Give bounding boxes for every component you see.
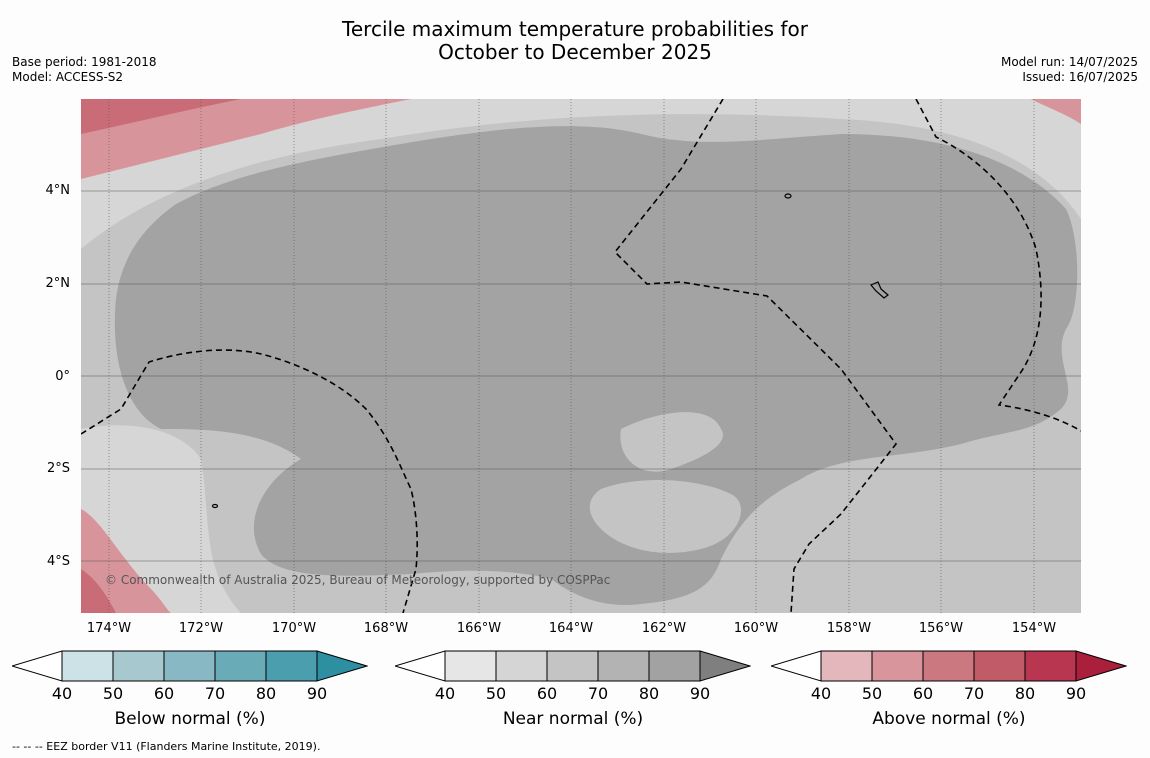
issued-date: Issued: 16/07/2025 <box>1022 70 1138 84</box>
tick: 60 <box>153 684 175 703</box>
tick: 90 <box>306 684 328 703</box>
probability-map <box>81 99 1081 613</box>
lat-label-2n: 2°N <box>45 276 71 291</box>
chart-title: Tercile maximum temperature probabilitie… <box>0 18 1150 64</box>
tick: 80 <box>638 684 660 703</box>
near-normal-60-70-region <box>114 126 1078 605</box>
lon-label-154w: 154°W <box>1011 621 1057 636</box>
tick: 40 <box>51 684 73 703</box>
tick: 50 <box>861 684 883 703</box>
legend-above-normal <box>769 650 1128 688</box>
lat-label-2s: 2°S <box>46 461 70 476</box>
colorbar-below-normal <box>10 650 369 682</box>
title-line-1: Tercile maximum temperature probabilitie… <box>342 17 808 41</box>
colorbar-near-normal <box>393 650 752 682</box>
lat-label-0: 0° <box>55 369 70 384</box>
legend-label-near: Near normal (%) <box>502 709 644 729</box>
lon-label-156w: 156°W <box>918 621 964 636</box>
lon-label-166w: 166°W <box>456 621 502 636</box>
lon-label-174w: 174°W <box>86 621 132 636</box>
legend-label-above: Above normal (%) <box>872 709 1026 729</box>
lon-label-162w: 162°W <box>641 621 687 636</box>
lon-label-158w: 158°W <box>826 621 872 636</box>
tick: 90 <box>1065 684 1087 703</box>
tick: 80 <box>255 684 277 703</box>
base-period: Base period: 1981-2018 <box>12 55 157 69</box>
above-normal-60-region <box>81 99 241 134</box>
lat-label-4s: 4°S <box>46 554 70 569</box>
copyright-notice: © Commonwealth of Australia 2025, Bureau… <box>105 573 611 587</box>
islands <box>211 193 889 509</box>
tick: 70 <box>204 684 226 703</box>
model-info: Base period: 1981-2018 Model: ACCESS-S2 <box>12 55 157 85</box>
tick: 40 <box>434 684 456 703</box>
lon-label-164w: 164°W <box>548 621 594 636</box>
legend-label-below: Below normal (%) <box>114 709 266 729</box>
run-info: Model run: 14/07/2025 Issued: 16/07/2025 <box>1001 55 1138 85</box>
tick: 80 <box>1014 684 1036 703</box>
model-run: Model run: 14/07/2025 <box>1000 55 1138 69</box>
tick: 70 <box>587 684 609 703</box>
lon-label-168w: 168°W <box>363 621 409 636</box>
near-normal-south-pocket <box>589 479 741 553</box>
above-normal-50-region <box>81 99 411 179</box>
graticule <box>81 99 1081 613</box>
tick: 60 <box>536 684 558 703</box>
tick: 70 <box>963 684 985 703</box>
title-line-2: October to December 2025 <box>438 40 712 64</box>
colorbar-above-normal <box>769 650 1128 682</box>
tick: 90 <box>689 684 711 703</box>
tick: 50 <box>102 684 124 703</box>
lon-label-172w: 172°W <box>178 621 224 636</box>
lat-label-4n: 4°N <box>45 183 71 198</box>
above-normal-ne-region <box>1031 99 1081 124</box>
above-normal-sw-60-region <box>81 569 116 613</box>
legend-near-normal <box>393 650 752 688</box>
eez-footnote: -- -- -- EEZ border V11 (Flanders Marine… <box>12 740 321 753</box>
tick: 50 <box>485 684 507 703</box>
lon-label-170w: 170°W <box>271 621 317 636</box>
map-canvas <box>81 99 1081 613</box>
lon-label-160w: 160°W <box>733 621 779 636</box>
tick: 40 <box>810 684 832 703</box>
legend-below-normal <box>10 650 369 688</box>
tick: 60 <box>912 684 934 703</box>
model-name: Model: ACCESS-S2 <box>12 70 124 84</box>
eez-borders <box>81 99 1081 613</box>
near-normal-pocket <box>620 412 723 472</box>
